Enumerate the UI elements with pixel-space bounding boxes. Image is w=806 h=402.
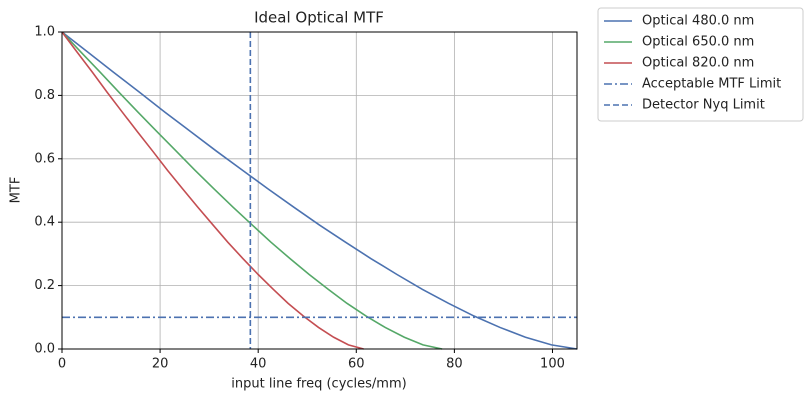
legend-box	[597, 7, 804, 122]
y-tick-label: 0.4	[34, 215, 55, 230]
legend-label: Optical 820.0 nm	[642, 56, 754, 71]
chart-title: Ideal Optical MTF	[254, 9, 384, 27]
series-line	[61, 31, 443, 350]
series-line	[61, 31, 364, 350]
y-tick-label: 0.0	[34, 342, 55, 357]
y-tick-label: 0.2	[34, 278, 55, 293]
x-tick-label: 20	[152, 357, 169, 372]
y-axis-label: MTF	[9, 177, 24, 204]
y-tick-label: 0.6	[34, 151, 55, 166]
x-axis-label: input line freq (cycles/mm)	[231, 377, 406, 392]
y-tick-label: 0.8	[34, 88, 55, 103]
series-line	[61, 31, 578, 350]
legend-label: Optical 480.0 nm	[642, 14, 754, 29]
x-tick-label: 60	[348, 357, 365, 372]
y-tick-label: 1.0	[34, 25, 55, 40]
x-tick-label: 100	[540, 357, 565, 372]
x-tick-label: 80	[446, 357, 463, 372]
x-tick-label: 0	[58, 357, 66, 372]
x-tick-label: 40	[250, 357, 267, 372]
plot-frame	[61, 31, 578, 350]
legend-label: Optical 650.0 nm	[642, 35, 754, 50]
legend-label: Acceptable MTF Limit	[642, 77, 781, 92]
legend-label: Detector Nyq Limit	[642, 98, 765, 113]
